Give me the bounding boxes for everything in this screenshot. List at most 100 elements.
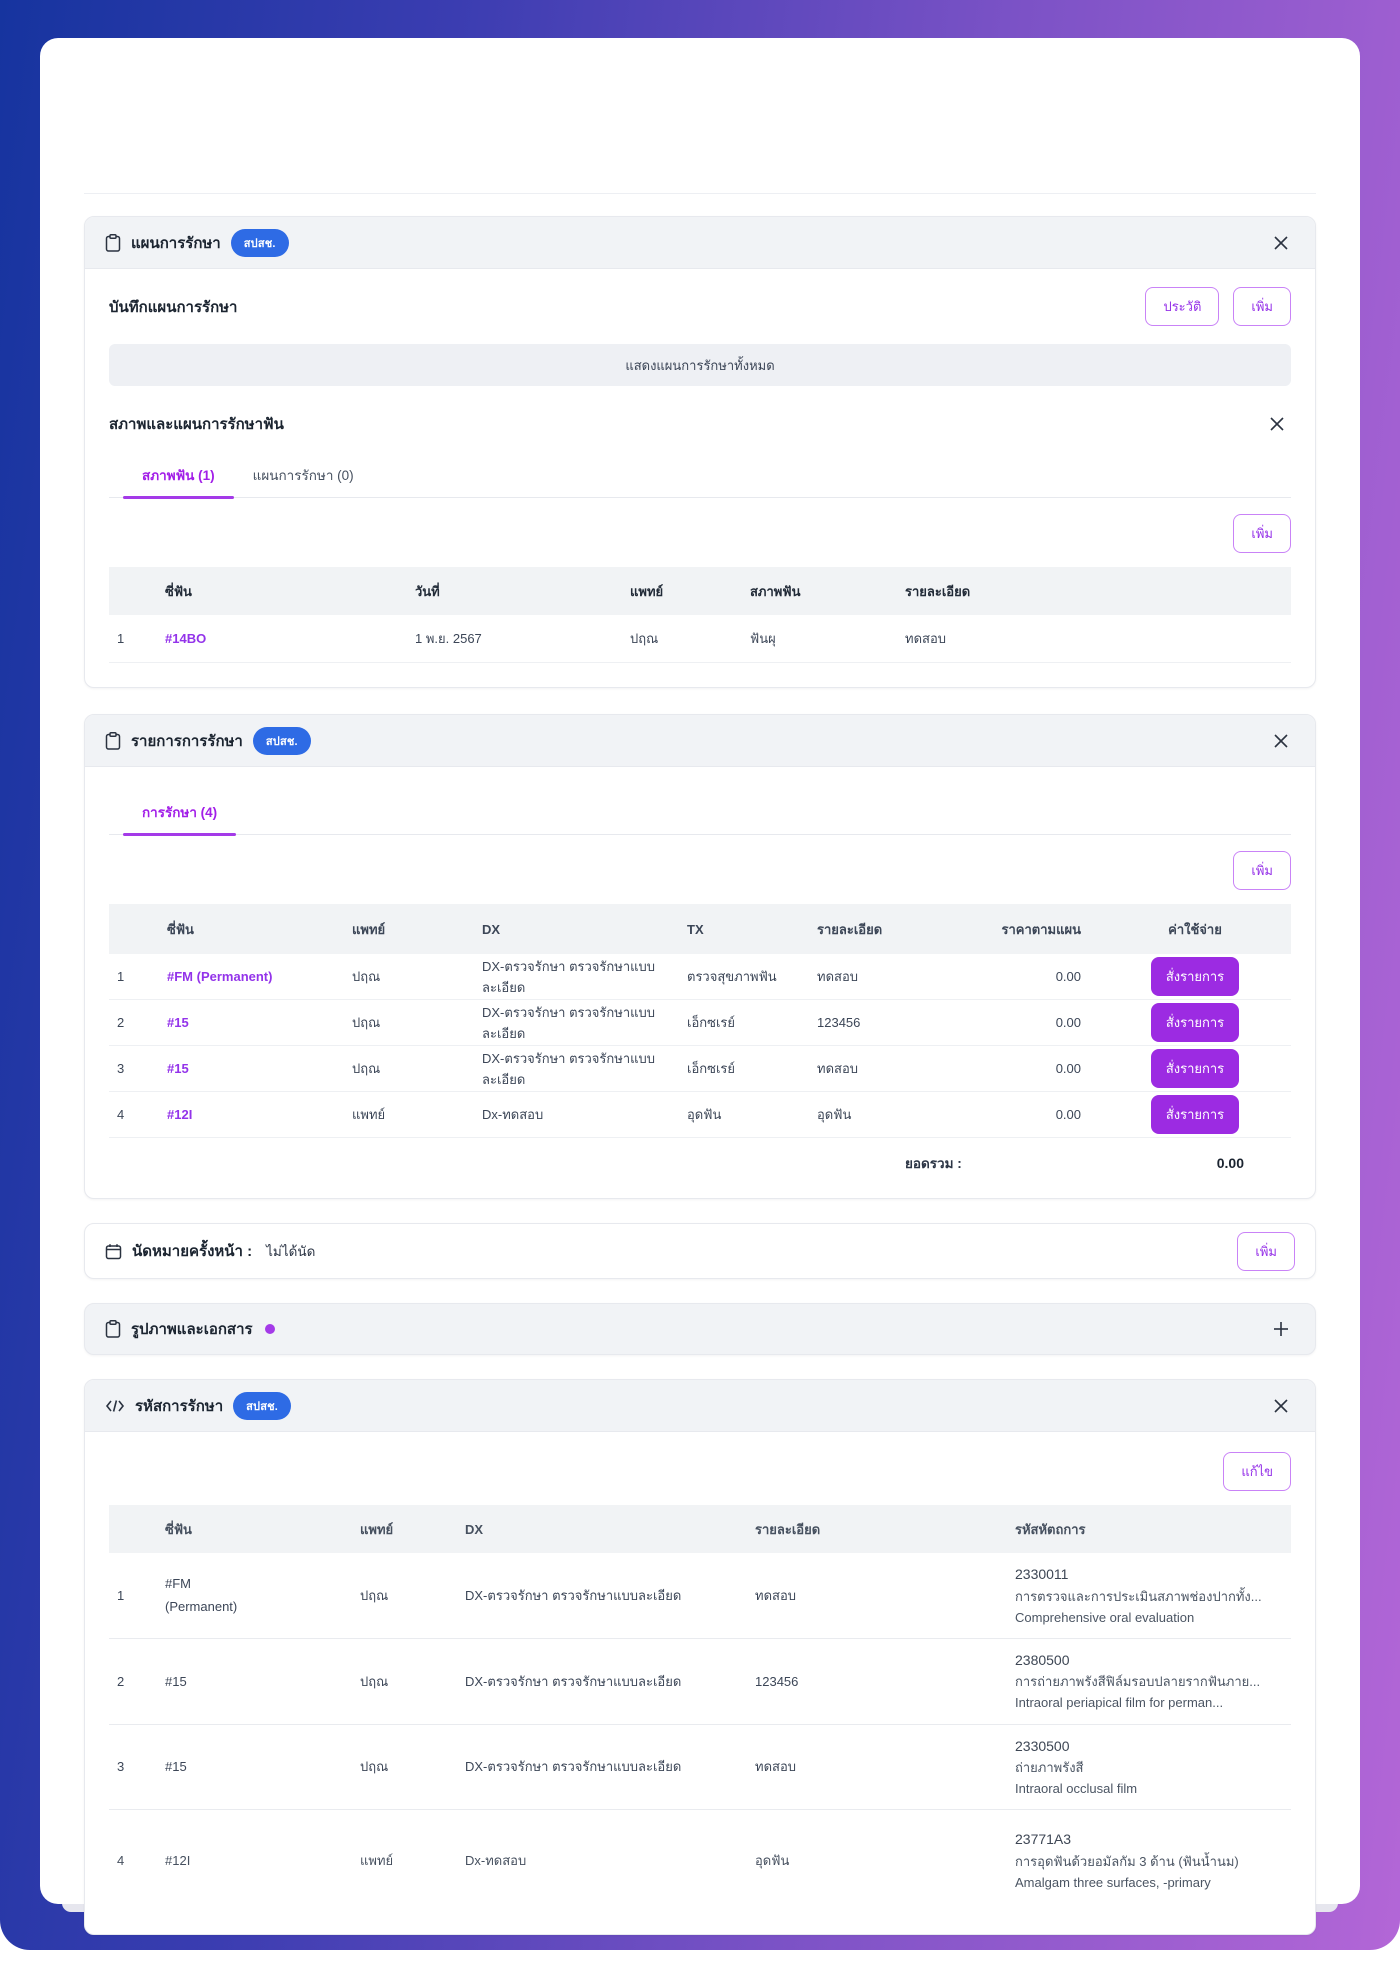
tooth-link[interactable]: #FM (Permanent)	[167, 969, 273, 984]
cell-detail: อุดฟัน	[817, 1107, 852, 1122]
row-index: 1	[117, 631, 125, 646]
order-button[interactable]: สั่งรายการ	[1150, 1049, 1240, 1088]
col-detail: รายละเอียด	[817, 921, 883, 937]
record-plan-title: บันทึกแผนการรักษา	[109, 298, 238, 316]
treatment-codes-header: รหัสการรักษา สปสช.	[85, 1380, 1315, 1432]
cell-doctor: ปฤณ	[352, 1061, 381, 1076]
tab-tooth-condition[interactable]: สภาพฟัน (1)	[123, 454, 234, 499]
order-button[interactable]: สั่งรายการ	[1150, 1003, 1240, 1042]
cell-tooth: #15	[165, 1759, 187, 1775]
table-row: 1 #14BO 1 พ.ย. 2567 ปฤณ ฟันผุ ทดสอบ	[109, 615, 1291, 663]
edit-codes-button[interactable]: แก้ไข	[1223, 1452, 1291, 1491]
col-dx: DX	[482, 921, 501, 937]
cell-procedure-code: 2380500 การถ่ายภาพรังสีฟิล์มรอบปลายรากฟั…	[1015, 1651, 1261, 1711]
cell-tx: เอ็กซเรย์	[687, 1061, 735, 1076]
history-button[interactable]: ประวัติ	[1145, 287, 1220, 326]
table-row: 2 #15 ปฤณ DX-ตรวจรักษา ตรวจรักษาแบบละเอี…	[109, 1000, 1291, 1046]
table-row: 2 #15 ปฤณ DX-ตรวจรักษา ตรวจรักษาแบบละเอี…	[109, 1639, 1291, 1725]
cell-dx: DX-ตรวจรักษา ตรวจรักษาแบบละเอียด	[482, 958, 656, 995]
cell-procedure-code: 2330500 ถ่ายภาพรังสี Intraoral occlusal …	[1015, 1737, 1138, 1797]
treatment-list-header: รายการการรักษา สปสช.	[85, 715, 1315, 767]
table-row: 4 #12I แพทย์ Dx-ทดสอบ อุดฟัน 23771A3 การ…	[109, 1810, 1291, 1910]
tooth-link[interactable]: #14BO	[165, 631, 207, 646]
col-detail: รายละเอียด	[905, 583, 971, 599]
table-row: 1 #FM (Permanent) ปฤณ DX-ตรวจรักษา ตรวจร…	[109, 1553, 1291, 1639]
expand-plus-icon[interactable]	[1267, 1315, 1295, 1343]
cell-dx: DX-ตรวจรักษา ตรวจรักษาแบบละเอียด	[465, 1673, 682, 1689]
nhso-badge: สปสช.	[233, 1391, 292, 1420]
show-all-plans-bar[interactable]: แสดงแผนการรักษาทั้งหมด	[109, 344, 1291, 386]
panel-next-appointment: นัดหมายครั้งหน้า : ไม่ได้นัด เพิ่ม	[84, 1223, 1316, 1279]
col-tooth: ซี่ฟัน	[167, 921, 194, 937]
cell-doctor: ปฤณ	[630, 631, 659, 646]
cell-tx: ตรวจสุขภาพฟัน	[687, 969, 777, 984]
tooth-link[interactable]: #15	[167, 1061, 189, 1076]
cell-tx: อุดฟัน	[687, 1107, 722, 1122]
col-detail: รายละเอียด	[755, 1521, 821, 1537]
col-procedure-code: รหัสหัตถการ	[1015, 1521, 1086, 1537]
appointment-title: นัดหมายครั้งหน้า :	[132, 1243, 253, 1260]
add-tooth-condition-button[interactable]: เพิ่ม	[1233, 514, 1291, 553]
close-icon[interactable]	[1263, 410, 1291, 438]
col-tooth: ซี่ฟัน	[165, 583, 192, 599]
main-card: แผนการรักษา สปสช. บันทึกแผนการรักษา ประว…	[40, 38, 1360, 1936]
cell-tx: เอ็กซเรย์	[687, 1015, 735, 1030]
cell-doctor: ปฤณ	[352, 969, 381, 984]
cell-tooth: #FM (Permanent)	[165, 1575, 238, 1615]
cell-doctor: แพทย์	[360, 1852, 394, 1868]
close-icon[interactable]	[1267, 1392, 1295, 1420]
cell-detail: ทดสอบ	[817, 969, 859, 984]
cell-doctor: ปฤณ	[360, 1673, 389, 1689]
panel-title: รายการการรักษา	[131, 732, 243, 750]
cell-detail: ทดสอบ	[755, 1759, 797, 1775]
tooth-condition-title: สภาพและแผนการรักษาฟัน	[109, 416, 284, 433]
codes-table: ซี่ฟัน แพทย์ DX รายละเอียด รหัสหัตถการ 1…	[109, 1505, 1291, 1910]
cell-tooth: #15	[165, 1673, 187, 1689]
total-row: ยอดรวม : 0.00	[109, 1152, 1291, 1174]
col-dx: DX	[465, 1521, 484, 1537]
cell-dx: DX-ตรวจรักษา ตรวจรักษาแบบละเอียด	[465, 1759, 682, 1775]
row-index: 3	[117, 1061, 125, 1076]
row-index: 2	[117, 1673, 125, 1689]
calendar-icon	[105, 1243, 122, 1260]
cell-plan-price: 0.00	[1055, 1015, 1081, 1030]
nhso-badge: สปสช.	[230, 228, 289, 257]
total-label: ยอดรวม :	[904, 1156, 962, 1171]
cell-detail: 123456	[755, 1673, 799, 1689]
table-header-row: ซี่ฟัน แพทย์ DX TX รายละเอียด ราคาตามแผน…	[109, 904, 1291, 954]
cell-procedure-code: 2330011 การตรวจและการประเมินสภาพช่องปากท…	[1015, 1566, 1262, 1625]
row-index: 3	[117, 1759, 125, 1775]
tooth-condition-table: ซี่ฟัน วันที่ แพทย์ สภาพฟัน รายละเอียด 1…	[109, 567, 1291, 663]
cell-doctor: ปฤณ	[360, 1759, 389, 1775]
notification-dot	[264, 1324, 275, 1334]
panel-treatment-codes: รหัสการรักษา สปสช. แก้ไข ซี่ฟัน	[84, 1379, 1316, 1936]
order-button[interactable]: สั่งรายการ	[1150, 957, 1240, 996]
col-tx: TX	[687, 921, 704, 937]
cell-detail: ทดสอบ	[755, 1587, 797, 1603]
cell-condition: ฟันผุ	[750, 631, 776, 646]
col-plan-price: ราคาตามแผน	[1001, 921, 1081, 937]
tooth-link[interactable]: #12I	[167, 1107, 193, 1122]
tab-treatments[interactable]: การรักษา (4)	[123, 791, 237, 836]
panel-treatment-plan: แผนการรักษา สปสช. บันทึกแผนการรักษา ประว…	[84, 216, 1316, 688]
add-plan-button[interactable]: เพิ่ม	[1233, 287, 1291, 326]
row-index: 4	[117, 1107, 125, 1122]
add-appointment-button[interactable]: เพิ่ม	[1237, 1231, 1295, 1271]
close-icon[interactable]	[1267, 229, 1295, 257]
top-divider	[84, 193, 1316, 194]
appointment-status: ไม่ได้นัด	[266, 1244, 316, 1259]
panel-title: แผนการรักษา	[131, 234, 221, 252]
col-doctor: แพทย์	[352, 921, 386, 937]
clipboard-icon	[105, 1320, 121, 1338]
tooth-link[interactable]: #15	[167, 1015, 189, 1030]
col-tooth: ซี่ฟัน	[165, 1521, 192, 1537]
close-icon[interactable]	[1267, 727, 1295, 755]
cell-date: 1 พ.ย. 2567	[415, 631, 482, 646]
col-date: วันที่	[415, 583, 440, 599]
row-index: 1	[117, 1587, 125, 1603]
cell-dx: DX-ตรวจรักษา ตรวจรักษาแบบละเอียด	[465, 1587, 682, 1603]
add-treatment-button[interactable]: เพิ่ม	[1233, 851, 1291, 890]
order-button[interactable]: สั่งรายการ	[1150, 1095, 1240, 1134]
tab-treatment-plan[interactable]: แผนการรักษา (0)	[252, 468, 354, 483]
